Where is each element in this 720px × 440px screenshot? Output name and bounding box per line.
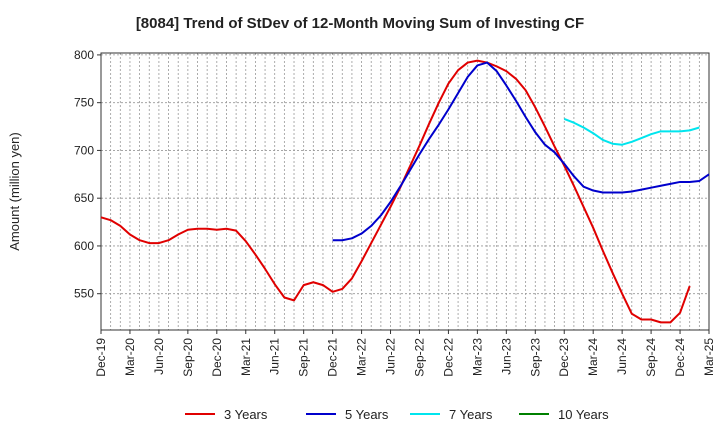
legend: 3 Years 5 Years 7 Years 10 Years	[185, 407, 609, 422]
x-tick-label: Jun-24	[615, 338, 629, 375]
x-tick-label: Mar-25	[702, 338, 716, 376]
y-tick-label: 800	[74, 48, 94, 62]
series-line-7-years	[563, 117, 700, 146]
x-tick-label: Sep-24	[644, 338, 658, 377]
y-axis-ticks: 550 600 650 700 750 800	[74, 48, 101, 301]
x-tick-label: Dec-23	[557, 338, 571, 377]
x-tick-label: Jun-20	[152, 338, 166, 375]
x-tick-label: Mar-23	[470, 338, 484, 376]
x-tick-label: Mar-22	[355, 338, 369, 376]
y-tick-label: 750	[74, 96, 94, 110]
x-tick-label: Sep-22	[412, 338, 426, 377]
y-tick-label: 600	[74, 239, 94, 253]
x-tick-label: Sep-21	[297, 338, 311, 377]
x-tick-label: Mar-20	[123, 338, 137, 376]
x-tick-label: Dec-22	[441, 338, 455, 377]
x-tick-label: Dec-24	[673, 338, 687, 377]
x-axis-ticks: Dec-19 Mar-20 Jun-20 Sep-20 Dec-20 Mar-21 Jun-…	[94, 330, 716, 377]
y-tick-label: 650	[74, 191, 94, 205]
x-tick-label: Jun-23	[499, 338, 513, 375]
x-tick-label: Dec-19	[94, 338, 108, 377]
grid-lines	[101, 53, 709, 330]
chart-title: [8084] Trend of StDev of 12-Month Moving…	[136, 15, 584, 32]
x-tick-label: Sep-23	[528, 338, 542, 377]
legend-label-7-years: 7 Years	[449, 407, 493, 422]
plot-frame	[100, 52, 710, 331]
y-axis-label: Amount (million yen)	[7, 132, 22, 251]
x-tick-label: Jun-22	[384, 338, 398, 375]
legend-label-5-years: 5 Years	[345, 407, 389, 422]
legend-label-10-years: 10 Years	[558, 407, 609, 422]
x-tick-label: Mar-21	[239, 338, 253, 376]
x-tick-label: Dec-20	[210, 338, 224, 377]
series-line-3-years	[100, 59, 691, 324]
x-tick-label: Sep-20	[181, 338, 195, 377]
y-tick-label: 700	[74, 143, 94, 157]
x-tick-label: Jun-21	[268, 338, 282, 375]
legend-label-3-years: 3 Years	[224, 407, 268, 422]
x-tick-label: Dec-21	[326, 338, 340, 377]
series-line-5-years	[332, 61, 710, 242]
y-tick-label: 550	[74, 287, 94, 301]
x-tick-label: Mar-24	[586, 338, 600, 376]
series-lines	[100, 59, 710, 324]
